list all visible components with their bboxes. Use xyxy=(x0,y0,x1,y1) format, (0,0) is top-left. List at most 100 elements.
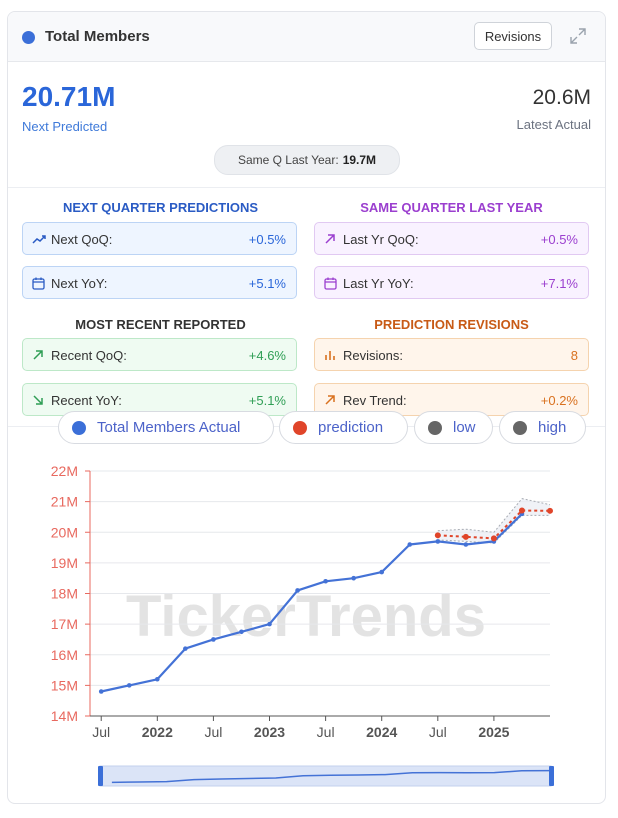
y-tick-label: 15M xyxy=(51,677,78,693)
axes: 14M 15M 16M 17M 18M 19M 20M 21M 22M Jul 2022 Jul 202… xyxy=(51,463,550,740)
point-prediction xyxy=(518,507,525,514)
calendar-icon xyxy=(32,277,45,290)
revisions-box: Revisions: 8 xyxy=(314,338,589,371)
y-tick-label: 16M xyxy=(51,647,78,663)
last-yr-yoy-value: +7.1% xyxy=(540,276,578,291)
section-title-next-quarter: NEXT QUARTER PREDICTIONS xyxy=(62,200,258,215)
legend-label-prediction: prediction xyxy=(318,419,384,436)
recent-yoy-label: Recent YoY: xyxy=(51,393,122,408)
watermark: TickerTrends xyxy=(126,584,486,649)
revisions-button[interactable]: Revisions xyxy=(474,22,552,50)
y-tick-label: 14M xyxy=(51,708,78,724)
x-tick-label: 2023 xyxy=(254,724,285,740)
point-actual xyxy=(239,629,244,635)
recent-qoq-label: Recent QoQ: xyxy=(51,348,127,363)
x-tick-label: 2024 xyxy=(366,724,397,740)
revisions-label: Revisions: xyxy=(343,348,403,363)
point-prediction xyxy=(547,507,553,514)
point-actual xyxy=(183,646,188,651)
point-actual xyxy=(323,578,328,584)
arrow-up-right-icon xyxy=(33,350,43,360)
rev-trend-value: +0.2% xyxy=(540,393,578,408)
next-qoq-label: Next QoQ: xyxy=(51,232,113,247)
arrow-up-right-icon xyxy=(325,234,335,244)
status-dot xyxy=(22,31,35,44)
same-q-label: Same Q Last Year: xyxy=(237,153,339,167)
legend-label-low: low xyxy=(453,419,476,436)
legend-label-high: high xyxy=(538,419,567,436)
x-tick-label: 2025 xyxy=(478,724,509,740)
actual-value: 20.6M xyxy=(532,86,591,109)
next-yoy-value: +5.1% xyxy=(248,276,286,291)
range-slider-right-handle[interactable] xyxy=(549,766,554,786)
next-qoq-box: Next QoQ: +0.5% xyxy=(22,222,297,255)
arrow-up-right-icon xyxy=(325,395,335,405)
trend-up-icon xyxy=(32,235,46,244)
y-tick-label: 22M xyxy=(51,463,78,479)
point-prediction xyxy=(462,533,469,540)
legend-dot-prediction xyxy=(293,421,307,435)
legend-dot-low xyxy=(428,421,442,435)
rev-trend-label: Rev Trend: xyxy=(343,393,407,408)
legend-dot-actual xyxy=(72,421,86,435)
point-actual xyxy=(98,689,104,694)
rev-trend-box: Rev Trend: +0.2% xyxy=(314,383,589,416)
point-actual xyxy=(351,575,356,581)
legend-label-actual: Total Members Actual xyxy=(97,419,241,436)
next-yoy-label: Next YoY: xyxy=(51,276,108,291)
legend-toggle-high[interactable]: high xyxy=(499,411,586,444)
y-tick-label: 21M xyxy=(51,494,78,510)
x-tick-label: 2022 xyxy=(142,724,173,740)
calendar-icon xyxy=(324,277,337,290)
next-qoq-value: +0.5% xyxy=(248,232,286,247)
recent-qoq-value: +4.6% xyxy=(248,348,286,363)
card-title: Total Members xyxy=(45,28,150,45)
point-actual xyxy=(126,683,132,688)
series-lines xyxy=(98,498,553,694)
card-header: Total Members Revisions xyxy=(8,12,605,62)
point-prediction xyxy=(434,532,441,539)
predicted-label: Next Predicted xyxy=(22,119,108,134)
x-tick-label: Jul xyxy=(204,724,222,740)
range-slider-preview xyxy=(111,769,550,784)
legend-toggle-actual[interactable]: Total Members Actual xyxy=(58,411,274,444)
x-tick-label: Jul xyxy=(429,724,447,740)
bar-chart-icon xyxy=(325,351,335,360)
legend-toggle-prediction[interactable]: prediction xyxy=(279,411,408,444)
point-actual xyxy=(155,676,160,682)
recent-qoq-box: Recent QoQ: +4.6% xyxy=(22,338,297,371)
section-title-recent: MOST RECENT REPORTED xyxy=(75,317,246,332)
range-slider-left-handle[interactable] xyxy=(98,766,103,786)
grid-lines xyxy=(90,470,550,686)
x-tick-label: Jul xyxy=(92,724,110,740)
section-title-same-quarter: SAME QUARTER LAST YEAR xyxy=(360,200,543,215)
section-title-revisions: PREDICTION REVISIONS xyxy=(374,317,529,332)
same-q-value: 19.7M xyxy=(342,153,377,167)
actual-label: Latest Actual xyxy=(516,117,591,132)
point-actual xyxy=(267,621,272,627)
next-yoy-box: Next YoY: +5.1% xyxy=(22,266,297,299)
revisions-value: 8 xyxy=(570,348,578,363)
series-line-high xyxy=(437,498,551,533)
predicted-value: 20.71M xyxy=(22,81,116,112)
point-actual xyxy=(295,588,300,593)
point-actual xyxy=(379,569,385,575)
same-quarter-pill: Same Q Last Year: 19.7M xyxy=(214,145,400,175)
point-actual xyxy=(211,637,216,642)
last-yr-qoq-value: +0.5% xyxy=(540,232,578,247)
point-actual xyxy=(435,539,441,544)
last-yr-qoq-box: Last Yr QoQ: +0.5% xyxy=(314,222,589,255)
y-tick-label: 18M xyxy=(51,586,78,602)
expand-icon[interactable] xyxy=(569,27,587,45)
x-tick-label: Jul xyxy=(317,724,335,740)
legend-dot-high xyxy=(513,421,527,435)
total-members-card: Total Members Revisions 20.71M Next Pred… xyxy=(7,11,606,804)
point-actual xyxy=(407,542,413,547)
legend-toggle-low[interactable]: low xyxy=(414,411,493,444)
divider xyxy=(8,187,605,188)
last-yr-yoy-label: Last Yr YoY: xyxy=(343,276,414,291)
recent-yoy-value: +5.1% xyxy=(248,393,286,408)
point-actual xyxy=(463,542,469,547)
point-prediction xyxy=(490,535,497,542)
